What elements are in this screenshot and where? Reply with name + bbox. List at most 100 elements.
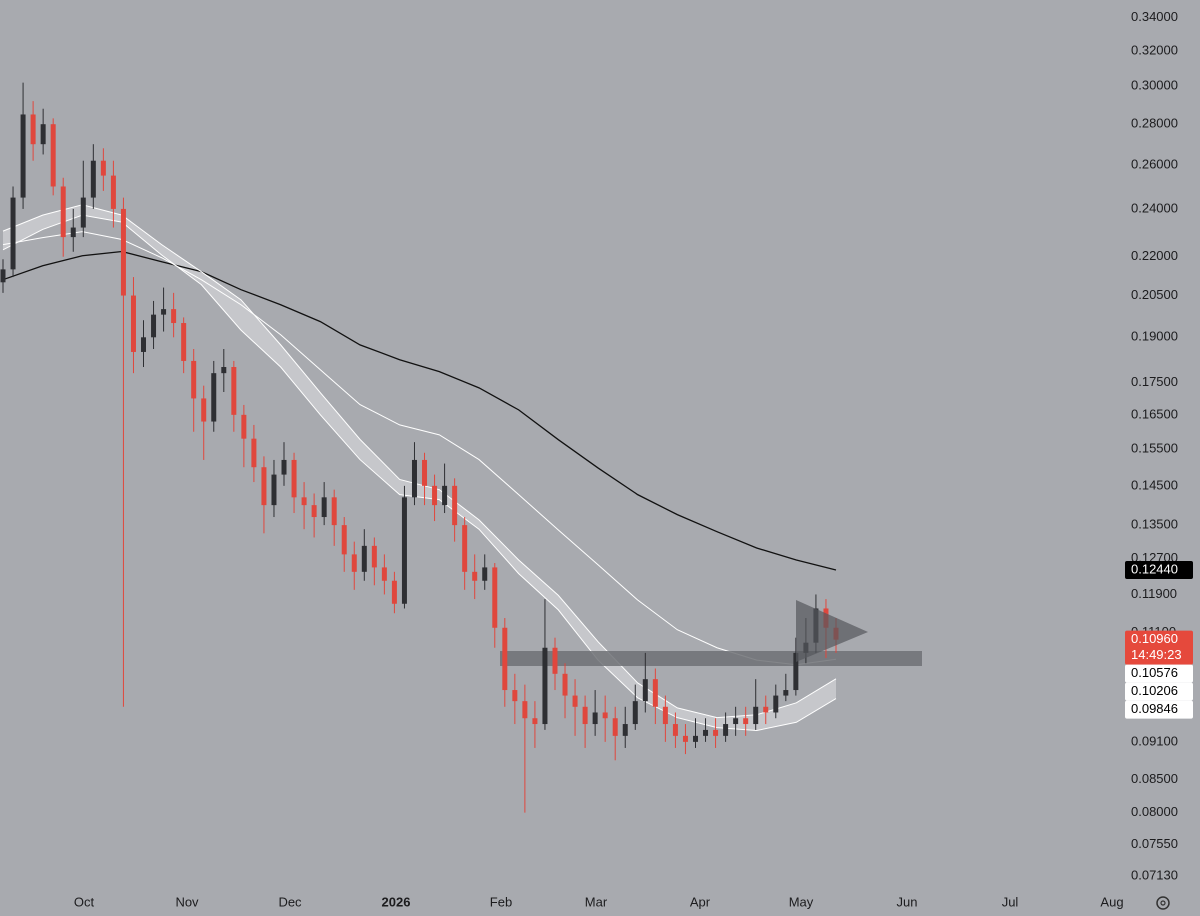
candle-body: [723, 724, 729, 736]
candle-body: [672, 724, 678, 736]
candle-body: [592, 712, 598, 725]
x-tick-label: Nov: [175, 894, 199, 909]
candle-body: [70, 227, 76, 238]
price-label-box: [1125, 682, 1193, 701]
y-tick-label: 0.07130: [1131, 867, 1178, 882]
candle-body: [50, 124, 56, 187]
candle-body: [522, 701, 528, 719]
candle-body: [793, 652, 799, 691]
candle-body: [130, 295, 136, 352]
y-tick-label: 0.22000: [1131, 248, 1178, 263]
ma-line: [2, 250, 837, 571]
candle-body: [261, 467, 267, 506]
candle-body: [40, 124, 46, 145]
candle-body: [30, 114, 36, 145]
candle-body: [171, 309, 177, 324]
y-tick-label: 0.24000: [1131, 200, 1178, 215]
candle-body: [351, 554, 357, 572]
gear-inner: [1160, 900, 1166, 906]
candle-body: [442, 485, 448, 506]
y-tick-label: 0.19000: [1131, 329, 1178, 344]
candle-body: [271, 474, 277, 506]
candle-body: [110, 175, 116, 209]
candle-body: [120, 208, 126, 296]
pennant-pattern: [796, 600, 868, 662]
x-tick-label: Apr: [690, 894, 711, 909]
y-tick-label: 0.17500: [1131, 374, 1178, 389]
candle-body: [452, 485, 458, 526]
candle-body: [211, 373, 217, 422]
x-tick-label: 2026: [382, 894, 411, 909]
candle-body: [251, 438, 257, 468]
y-tick-label: 0.30000: [1131, 78, 1178, 93]
y-tick-label: 0.32000: [1131, 42, 1178, 57]
candle-body: [482, 567, 488, 581]
candle-body: [422, 459, 428, 486]
y-tick-label: 0.34000: [1131, 9, 1178, 24]
candle-body: [763, 706, 769, 713]
gear-outer: [1156, 896, 1170, 910]
candle-body: [462, 525, 468, 572]
y-tick-label: 0.16500: [1131, 406, 1178, 421]
candle-body: [241, 414, 247, 439]
y-tick-label: 0.28000: [1131, 116, 1178, 131]
candle-body: [221, 367, 227, 374]
price-label: 0.09846: [1131, 701, 1178, 716]
ma-line: [2, 214, 837, 732]
y-tick-label: 0.20500: [1131, 287, 1178, 302]
candle-body: [141, 337, 147, 352]
candle-body: [472, 571, 478, 581]
candle-body: [572, 695, 578, 707]
candle-body: [90, 160, 96, 198]
candle-body: [552, 647, 558, 674]
x-tick-label: Mar: [585, 894, 608, 909]
price-label-box: [1125, 561, 1193, 580]
x-axis: Oct Nov Dec 2026 Feb Mar Apr May Jun Jul Aug: [74, 894, 1124, 909]
y-tick-label: 0.08500: [1131, 771, 1178, 786]
y-tick-label: 0.09100: [1131, 733, 1178, 748]
candle-body: [201, 398, 207, 422]
price-label-box: [1125, 664, 1193, 683]
candle-body: [652, 679, 658, 707]
settings-icon[interactable]: [1156, 896, 1170, 910]
candle-body: [361, 545, 367, 572]
candle-body: [151, 314, 157, 338]
candle-body: [662, 706, 668, 725]
candle-body: [301, 497, 307, 506]
candle-body: [502, 627, 508, 691]
candle-body: [10, 197, 16, 270]
candle-body: [743, 718, 749, 725]
candle-body: [20, 114, 26, 198]
candle-body: [713, 729, 719, 736]
candle-body: [60, 186, 66, 238]
y-tick-label: 0.14500: [1131, 477, 1178, 492]
candle-body: [401, 497, 407, 604]
candle-body: [181, 323, 187, 361]
support-zone: [500, 651, 922, 666]
price-label: 0.10576: [1131, 665, 1178, 680]
candle-body: [642, 679, 648, 702]
candle-body: [331, 497, 337, 526]
candle-body: [532, 718, 538, 725]
candle-body: [100, 160, 106, 176]
y-tick-label: 0.07550: [1131, 836, 1178, 851]
moving-averages: [2, 204, 837, 732]
x-tick-label: May: [789, 894, 814, 909]
candle-body: [231, 367, 237, 415]
y-tick-label: 0.26000: [1131, 156, 1178, 171]
x-tick-label: Jul: [1002, 894, 1019, 909]
candle-body: [381, 567, 387, 581]
candle-body: [80, 197, 86, 228]
y-tick-label: 0.08000: [1131, 804, 1178, 819]
candle-body: [692, 735, 698, 742]
candle-body: [311, 505, 317, 518]
candle-body: [612, 718, 618, 736]
y-tick-label: 0.15500: [1131, 441, 1178, 456]
candle-body: [432, 485, 438, 506]
ma-line: [2, 204, 837, 719]
x-tick-label: Jun: [897, 894, 918, 909]
candle-body: [733, 718, 739, 725]
price-label-box: [1125, 630, 1193, 665]
